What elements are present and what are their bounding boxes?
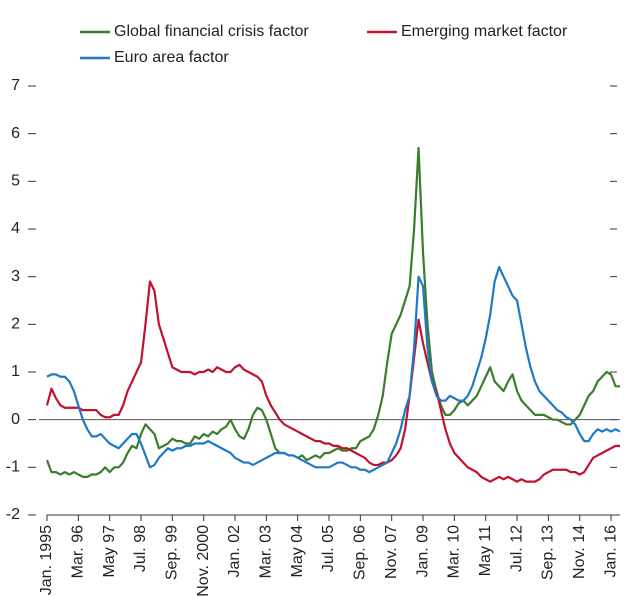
x-tick-label: Nov. 07	[383, 525, 400, 579]
x-tick-label: Jan. 09	[414, 525, 431, 578]
y-tick-label: 6	[11, 125, 20, 142]
legend-label: Global financial crisis factor	[114, 23, 309, 40]
y-tick-label: 0	[11, 411, 20, 428]
x-tick-label: Jul. 98	[132, 525, 149, 572]
x-tick-label: Sep. 06	[352, 525, 369, 580]
x-tick-label: Sep. 99	[164, 525, 181, 580]
x-tick-label: Nov. 14	[571, 525, 588, 579]
x-tick-label: Mar. 96	[70, 525, 87, 578]
y-tick-label: 5	[11, 173, 20, 190]
y-tick-label: 3	[11, 268, 20, 285]
x-tick-label: May 97	[101, 525, 118, 578]
x-tick-label: Sep. 13	[540, 525, 557, 580]
x-tick-label: Mar. 10	[446, 525, 463, 578]
series-line	[46, 266, 621, 474]
y-tick-label: 1	[11, 363, 20, 380]
x-tick-label: Jul. 05	[320, 525, 337, 572]
x-tick-label: Nov. 2000	[195, 525, 212, 596]
x-tick-label: Mar. 03	[258, 525, 275, 578]
series-line	[45, 146, 620, 478]
x-tick-label: Jul. 12	[508, 525, 525, 572]
y-tick-label: -2	[6, 506, 20, 523]
y-tick-label: 4	[11, 220, 20, 237]
x-tick-label: May 11	[477, 525, 494, 576]
x-tick-label: May 04	[289, 525, 306, 578]
series-line	[45, 280, 620, 483]
legend-label: Euro area factor	[114, 49, 229, 66]
x-tick-label: Jan. 02	[226, 525, 243, 578]
y-tick-label: 7	[11, 77, 20, 94]
x-tick-label: Jan. 16	[602, 525, 619, 578]
legend-label: Emerging market factor	[401, 23, 568, 40]
y-tick-label: -1	[6, 459, 20, 476]
x-tick-label: Jan. 1995	[38, 525, 55, 595]
y-tick-label: 2	[11, 316, 20, 333]
